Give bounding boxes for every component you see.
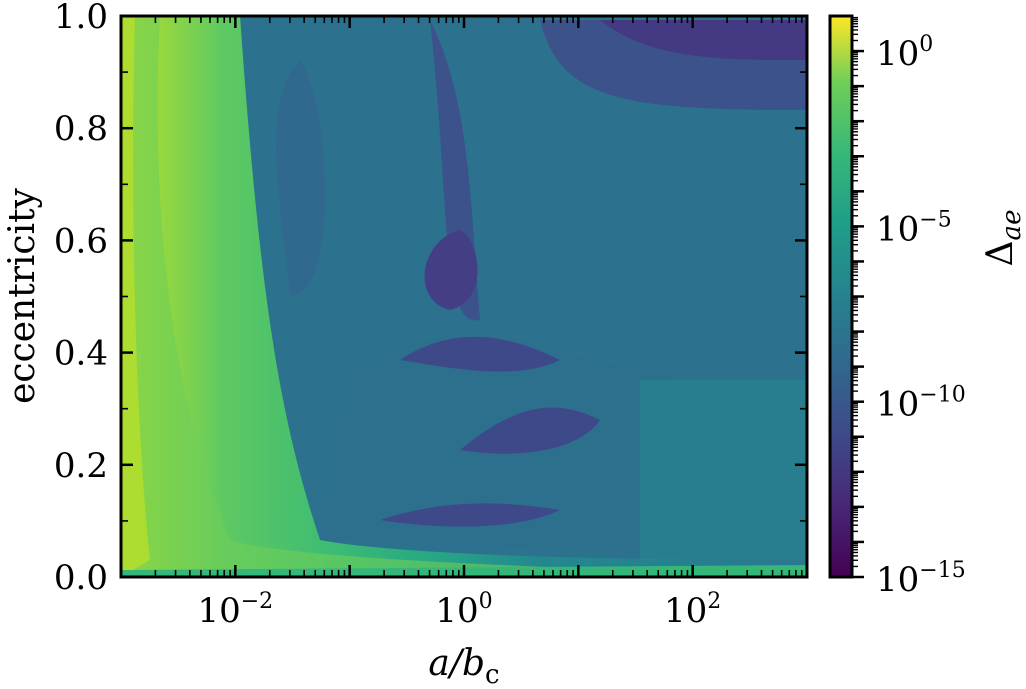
colorbar <box>830 16 852 577</box>
y-axis: 0.0 0.2 0.4 0.6 0.8 1.0 <box>54 0 807 598</box>
x-tick-label: 102 <box>664 589 721 631</box>
x-axis-label: a/bc <box>428 643 499 689</box>
colorbar-label: Δae <box>980 210 1026 267</box>
y-tick-label: 0.8 <box>54 109 108 149</box>
y-tick-label: 0.6 <box>54 221 108 261</box>
y-axis-label: eccentricity <box>2 187 43 403</box>
y-tick-label: 1.0 <box>54 0 108 37</box>
x-tick-label: 10−2 <box>197 589 273 631</box>
x-axis: 10−2 100 102 <box>119 16 803 631</box>
y-tick-label: 0.0 <box>54 558 108 598</box>
x-tick-label: 100 <box>435 589 492 631</box>
x-axis-label-sub: c <box>485 660 500 689</box>
colorbar-tick-label: 100 <box>876 32 933 74</box>
colorbar-tick-label: 10−5 <box>876 207 952 249</box>
colorbar-axis: 100 10−5 10−10 10−15 <box>852 16 966 600</box>
colorbar-tick-label: 10−15 <box>876 558 966 600</box>
heatmap-image <box>121 16 807 577</box>
y-tick-label: 0.4 <box>54 334 108 374</box>
colorbar-tick-label: 10−10 <box>876 383 966 425</box>
colorbar-label-sub: ae <box>997 210 1026 241</box>
y-tick-label: 0.2 <box>54 446 108 486</box>
